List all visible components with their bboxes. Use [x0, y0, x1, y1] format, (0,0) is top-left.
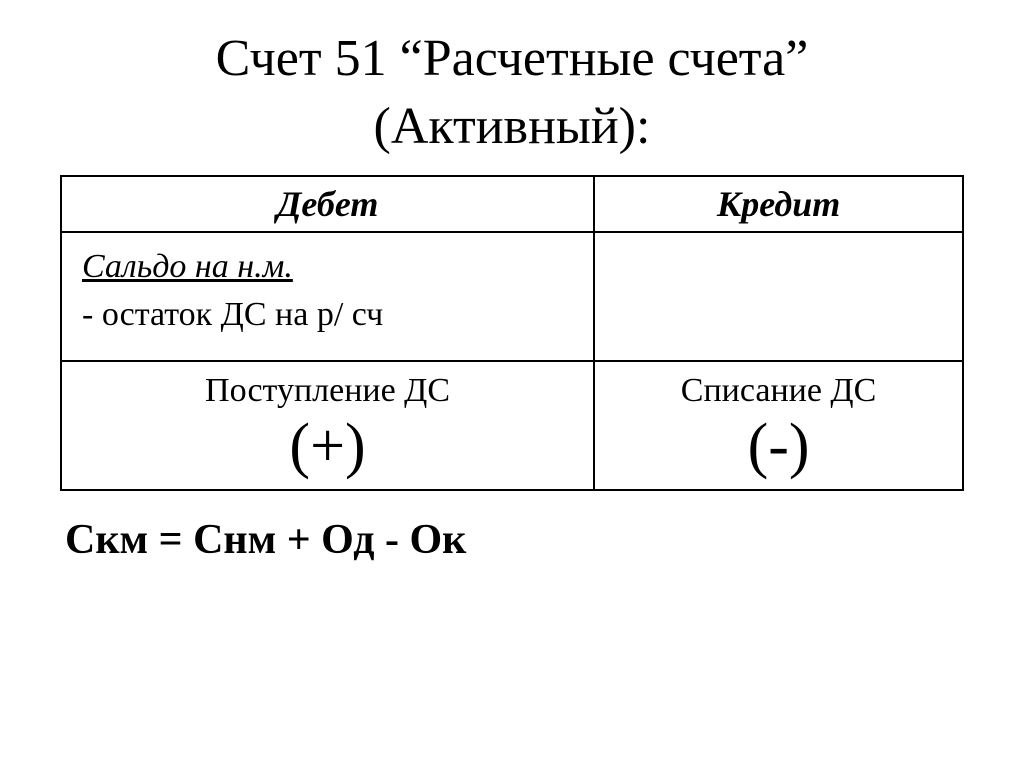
debit-sign: (+)	[82, 412, 573, 480]
saldo-description: - остаток ДС на р/ сч	[82, 296, 383, 333]
title-line-2: (Активный):	[374, 98, 651, 155]
debit-movement-label: Поступление ДС	[82, 372, 573, 410]
saldo-row: Сальдо на н.м. - остаток ДС на р/ сч	[61, 232, 963, 361]
title-line-1: Счет 51 “Расчетные счета”	[216, 30, 809, 87]
movement-row: Поступление ДС (+) Списание ДС (-)	[61, 361, 963, 489]
slide-title: Счет 51 “Расчетные счета” (Активный):	[60, 25, 964, 160]
saldo-cell: Сальдо на н.м. - остаток ДС на р/ сч	[61, 232, 594, 361]
debit-header: Дебет	[61, 176, 594, 232]
credit-movement-cell: Списание ДС (-)	[594, 361, 963, 489]
credit-movement-label: Списание ДС	[615, 372, 942, 410]
credit-header: Кредит	[594, 176, 963, 232]
account-table: Дебет Кредит Сальдо на н.м. - остаток ДС…	[60, 175, 964, 490]
debit-movement-cell: Поступление ДС (+)	[61, 361, 594, 489]
saldo-credit-empty	[594, 232, 963, 361]
saldo-label: Сальдо на н.м.	[82, 248, 293, 285]
table-header-row: Дебет Кредит	[61, 176, 963, 232]
credit-sign: (-)	[615, 412, 942, 480]
formula-text: Скм = Снм + Од - Ок	[60, 516, 964, 564]
